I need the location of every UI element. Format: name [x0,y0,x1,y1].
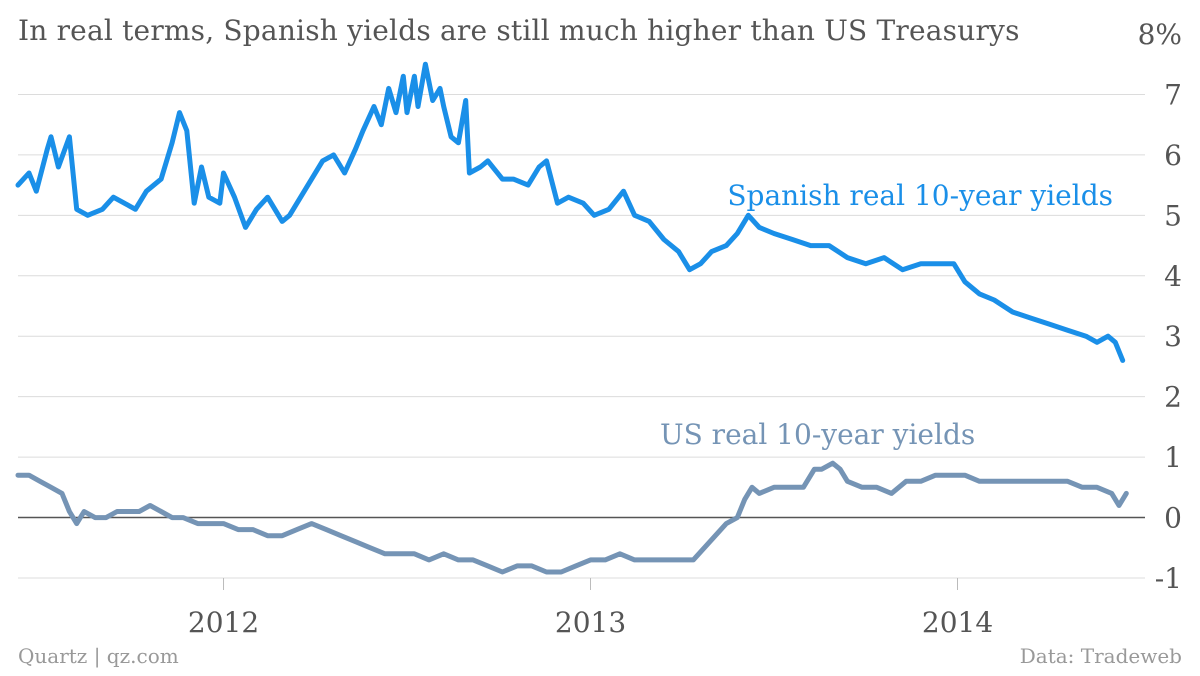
series-line-spain [15,61,1126,363]
y-tick-label: 6 [1164,139,1182,172]
data-source: Data: Tradeweb [1019,644,1182,668]
series-line-us [15,460,1129,575]
x-tick-label: 2012 [188,606,259,639]
y-axis: -1 0 1 2 3 4 5 6 7 8% [1138,18,1182,595]
series-label-us: US real 10-year yields [660,418,975,451]
x-tick-label: 2014 [922,606,993,639]
y-tick-label: 8% [1138,18,1182,51]
y-tick-label: 0 [1164,502,1182,535]
y-tick-label: 3 [1164,320,1182,353]
series-label-spain: Spanish real 10-year yields [727,179,1113,212]
y-tick-label: 2 [1164,381,1182,414]
brand-credit: Quartz | qz.com [18,644,179,668]
y-tick-label: 7 [1164,78,1182,111]
x-axis: 2012 2013 2014 [188,578,993,639]
y-tick-label: 1 [1164,441,1182,474]
series-group [15,61,1129,575]
y-tick-label: 5 [1164,199,1182,232]
gridlines [18,93,1145,579]
series-labels: Spanish real 10-year yields US real 10-ye… [660,179,1113,451]
y-tick-label: -1 [1155,562,1182,595]
y-tick-label: 4 [1164,260,1182,293]
x-tick-label: 2013 [555,606,626,639]
chart-title: In real terms, Spanish yields are still … [18,14,1020,47]
